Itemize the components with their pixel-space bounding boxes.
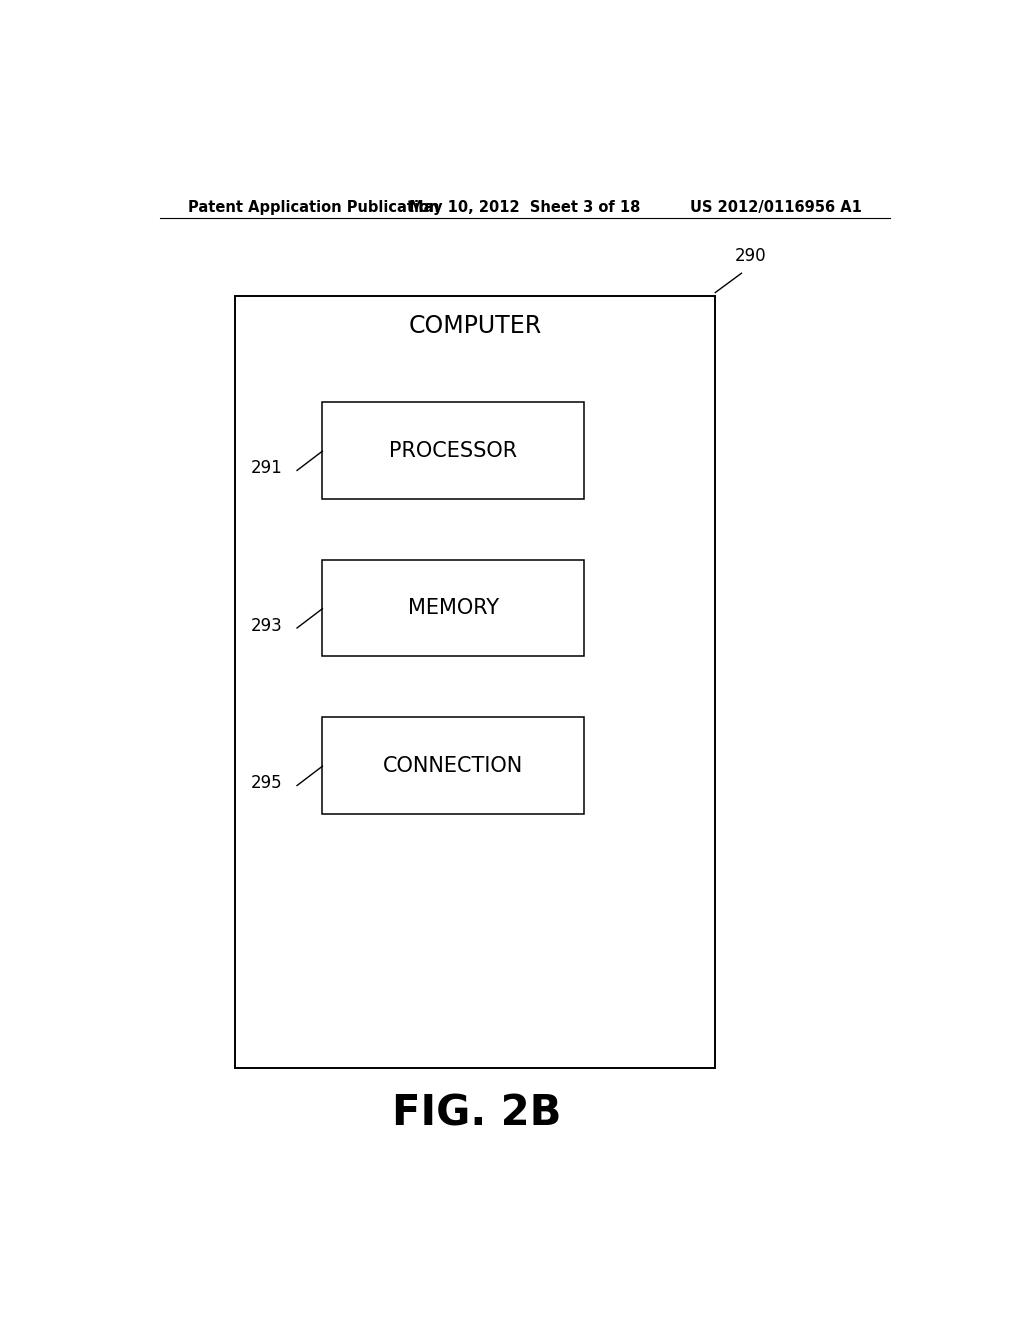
Text: COMPUTER: COMPUTER xyxy=(409,314,542,338)
Bar xyxy=(236,296,715,1068)
Bar xyxy=(323,403,585,499)
Bar xyxy=(323,718,585,814)
Bar xyxy=(323,560,585,656)
Text: 291: 291 xyxy=(251,459,283,478)
Text: 295: 295 xyxy=(251,775,283,792)
Text: FIG. 2B: FIG. 2B xyxy=(392,1093,562,1135)
Text: PROCESSOR: PROCESSOR xyxy=(389,441,517,461)
Text: MEMORY: MEMORY xyxy=(408,598,499,618)
Text: US 2012/0116956 A1: US 2012/0116956 A1 xyxy=(690,201,862,215)
Text: 293: 293 xyxy=(251,616,283,635)
Text: 290: 290 xyxy=(735,247,767,265)
Text: Patent Application Publication: Patent Application Publication xyxy=(187,201,439,215)
Text: May 10, 2012  Sheet 3 of 18: May 10, 2012 Sheet 3 of 18 xyxy=(410,201,640,215)
Text: CONNECTION: CONNECTION xyxy=(383,755,523,776)
